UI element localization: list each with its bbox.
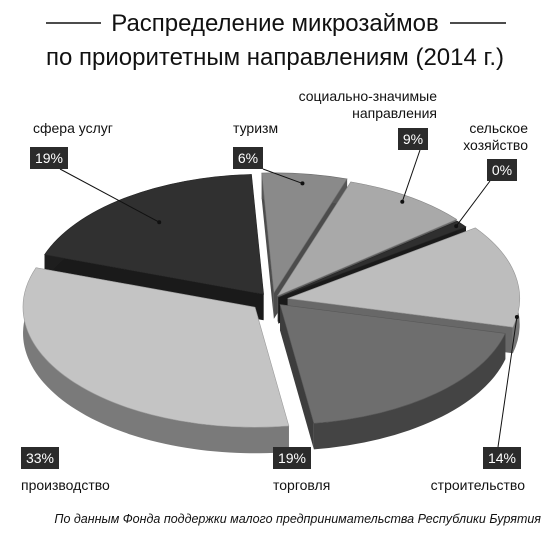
pie — [22, 172, 520, 454]
leader-turizm — [262, 168, 303, 184]
label-torgovlya: торговля — [273, 477, 330, 493]
badge-stroitelstvo — [483, 447, 521, 469]
pct-social: 9% — [403, 131, 423, 147]
slice-5-top — [22, 267, 290, 428]
badge-proizvodstvo — [21, 447, 59, 469]
slice-0-top — [261, 172, 348, 294]
chart-title-line2: по приоритетным направлениям (2014 г.) — [46, 44, 504, 71]
label-social-line2: направления — [352, 105, 437, 121]
badge-agri — [487, 159, 517, 181]
slice-4-edge-1 — [280, 304, 314, 450]
pct-sfera-uslug: 19% — [35, 150, 63, 166]
label-proizvodstvo: производство — [21, 477, 110, 493]
slice-4 — [279, 304, 506, 450]
badge-sfera-uslug — [30, 147, 68, 169]
slice-5-wall — [23, 267, 289, 454]
leader-social — [401, 149, 421, 202]
label-agri-line2: хозяйство — [463, 137, 528, 153]
label-sfera-uslug: сфера услуг — [33, 120, 113, 136]
slice-1-top — [276, 181, 458, 297]
label-turizm: туризм — [233, 120, 278, 136]
badge-turizm — [233, 147, 263, 169]
slice-2-top — [278, 220, 467, 298]
pct-turizm: 6% — [238, 150, 258, 166]
badge-social — [398, 128, 428, 150]
badge-torgovlya — [273, 447, 311, 469]
pct-proizvodstvo: 33% — [26, 450, 54, 466]
slice-6-top — [44, 174, 264, 295]
slice-5 — [22, 267, 290, 454]
pct-torgovlya: 19% — [278, 450, 306, 466]
chart-title-line1: Распределение микрозаймов — [111, 10, 439, 37]
leader-lines — [59, 149, 519, 448]
leader-sfera-uslug-dot — [157, 220, 162, 225]
leader-turizm-dot — [300, 181, 305, 186]
label-agri-line1: сельское — [469, 120, 528, 136]
leader-stroitelstvo-dot — [514, 315, 519, 320]
pct-stroitelstvo: 14% — [488, 450, 516, 466]
leader-social-dot — [400, 199, 405, 204]
pct-agri: 0% — [492, 162, 512, 178]
leader-agri — [455, 180, 491, 227]
label-stroitelstvo: строительство — [431, 477, 526, 493]
slice-4-wall — [313, 333, 506, 450]
label-social-line1: социально-значимые — [299, 88, 438, 104]
slice-0-edge-0 — [261, 172, 274, 319]
leader-stroitelstvo — [497, 316, 518, 448]
leader-agri-dot — [454, 224, 459, 229]
source-note: По данным Фонда поддержки малого предпри… — [54, 512, 541, 526]
slice-4-top — [279, 304, 506, 424]
leader-sfera-uslug — [59, 168, 160, 223]
